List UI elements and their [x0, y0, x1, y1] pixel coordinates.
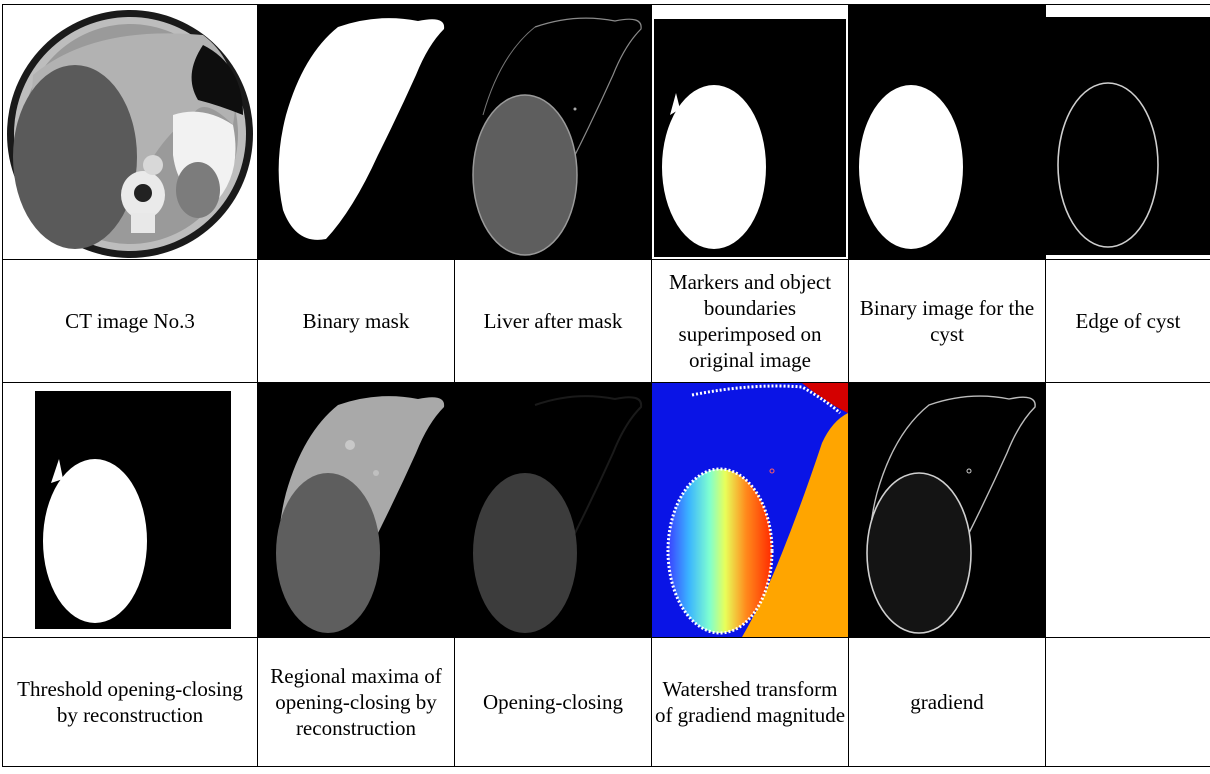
markers-boundaries-cell: [651, 4, 849, 260]
gradiend-cell: [848, 382, 1046, 638]
binary-mask-image: [258, 5, 454, 259]
caption-ct-image: CT image No.3: [65, 309, 195, 333]
liver-after-mask-cell: [454, 4, 652, 260]
caption-gradiend: gradiend: [910, 690, 984, 714]
regional-maxima-cell: [257, 382, 455, 638]
caption-watershed: Watershed transform of gradiend magnitud…: [654, 677, 846, 727]
caption-markers-boundaries: Markers and object boundaries superimpos…: [668, 270, 832, 372]
caption-cell: Edge of cyst: [1045, 259, 1210, 383]
caption-cell: Watershed transform of gradiend magnitud…: [651, 637, 849, 767]
opening-closing-image: [455, 383, 651, 637]
caption-liver-after-mask: Liver after mask: [483, 309, 623, 333]
threshold-cell: [2, 382, 258, 638]
markers-boundaries-image: [652, 5, 848, 259]
caption-cell: Threshold opening-closing by reconstruct…: [2, 637, 258, 767]
caption-edge-of-cyst: Edge of cyst: [1075, 309, 1181, 333]
binary-cyst-image: [849, 5, 1045, 259]
caption-regional-maxima: Regional maxima of opening-closing by re…: [270, 664, 442, 740]
liver-after-mask-image: [455, 5, 651, 259]
gradiend-image: [849, 383, 1045, 637]
threshold-image: [3, 383, 257, 637]
binary-mask-cell: [257, 4, 455, 260]
caption-binary-cyst: Binary image for the cyst: [859, 296, 1035, 346]
caption-binary-mask: Binary mask: [302, 309, 410, 333]
ct-image: [3, 5, 257, 259]
caption-cell: [1045, 637, 1210, 767]
opening-closing-cell: [454, 382, 652, 638]
binary-cyst-cell: [848, 4, 1046, 260]
caption-cell: CT image No.3: [2, 259, 258, 383]
caption-cell: Liver after mask: [454, 259, 652, 383]
edge-of-cyst-image: [1046, 5, 1210, 259]
watershed-cell: [651, 382, 849, 638]
caption-cell: Markers and object boundaries superimpos…: [651, 259, 849, 383]
figure-table: CT image No.3 Binary mask Liver after ma…: [2, 4, 1210, 767]
caption-cell: Binary image for the cyst: [848, 259, 1046, 383]
empty-cell: [1045, 382, 1210, 638]
ct-image-cell: [2, 4, 258, 260]
caption-threshold: Threshold opening-closing by reconstruct…: [17, 677, 243, 727]
caption-opening-closing: Opening-closing: [483, 690, 623, 714]
watershed-image: [652, 383, 848, 637]
caption-cell: Opening-closing: [454, 637, 652, 767]
regional-maxima-image: [258, 383, 454, 637]
caption-cell: Binary mask: [257, 259, 455, 383]
caption-cell: gradiend: [848, 637, 1046, 767]
caption-cell: Regional maxima of opening-closing by re…: [257, 637, 455, 767]
edge-of-cyst-cell: [1045, 4, 1210, 260]
